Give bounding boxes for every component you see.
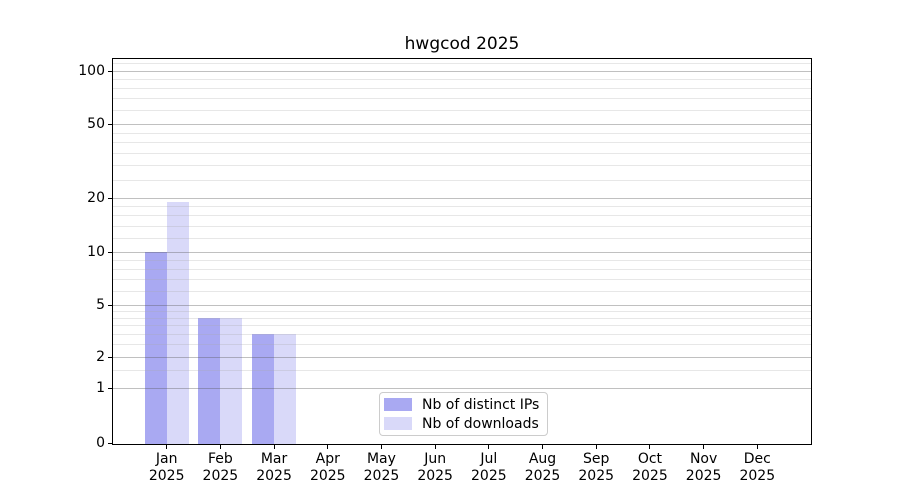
x-tick-label: Jun 2025: [417, 451, 453, 484]
x-tick: [649, 445, 651, 449]
x-tick: [219, 445, 221, 449]
bar-downloads-feb: [220, 317, 243, 444]
grid-line-minor: [113, 63, 811, 65]
x-tick-label: Aug 2025: [524, 451, 561, 484]
grid-line-minor: [113, 132, 811, 134]
grid-line-minor: [113, 87, 811, 89]
bar-downloads-jan: [166, 202, 189, 444]
grid-line-minor: [113, 290, 811, 292]
x-tick: [273, 445, 275, 449]
bar-distinct-ips-feb: [198, 317, 221, 444]
y-tick: [108, 305, 112, 306]
grid-line-major: [113, 124, 811, 125]
y-tick: [108, 198, 112, 200]
bar-distinct-ips-jan: [144, 251, 167, 444]
x-tick: [327, 445, 329, 449]
grid-line-major: [113, 356, 811, 358]
x-tick-label: Feb 2025: [202, 451, 239, 484]
grid-line-minor: [113, 206, 811, 208]
x-tick: [703, 445, 705, 449]
x-tick: [488, 445, 490, 449]
bar-distinct-ips-mar: [252, 333, 275, 444]
x-tick: [434, 445, 436, 449]
grid-line-minor: [113, 152, 811, 154]
x-tick-label: Jul 2025: [471, 451, 507, 484]
grid-line-minor: [113, 344, 811, 346]
y-tick-label: 2: [96, 348, 105, 365]
y-tick-label: 20: [87, 190, 105, 207]
grid-line-minor: [113, 165, 811, 167]
grid-line-minor: [113, 225, 811, 227]
x-tick: [542, 445, 544, 449]
y-tick-label: 1: [96, 380, 105, 397]
y-tick-label: 5: [96, 297, 105, 313]
chart-title: hwgcod 2025: [404, 34, 520, 54]
y-tick: [108, 356, 112, 358]
legend-row: Nb of distinct IPs: [384, 396, 539, 413]
y-tick-label: 0: [96, 435, 105, 452]
legend-label: Nb of distinct IPs: [422, 396, 540, 413]
grid-line-minor: [113, 142, 811, 144]
y-tick-label: 50: [87, 116, 105, 132]
grid-line-minor: [113, 180, 811, 182]
y-tick-label: 10: [87, 243, 105, 260]
plot-area: Nb of distinct IPs Nb of downloads Jan 20…: [78, 58, 812, 484]
grid-line-minor: [113, 333, 811, 335]
x-tick-label: Dec 2025: [739, 451, 776, 484]
grid-line-minor: [113, 325, 811, 327]
y-tick-label: 100: [78, 62, 105, 79]
grid-line-minor: [113, 369, 811, 371]
y-tick: [108, 443, 112, 445]
grid-line-minor: [113, 279, 811, 281]
x-tick: [380, 445, 382, 449]
grid-line-major: [113, 198, 811, 200]
grid-line-minor: [113, 259, 811, 261]
bar-downloads-mar: [274, 333, 297, 444]
grid-line-major: [113, 305, 811, 306]
x-tick-label: Jan 2025: [148, 451, 185, 484]
legend-swatch-distinct-ips: [384, 398, 412, 411]
grid-line-minor: [113, 109, 811, 111]
x-tick-label: Apr 2025: [309, 451, 346, 484]
grid-line-minor: [113, 98, 811, 100]
grid-line-minor: [113, 310, 811, 312]
grid-line-minor: [113, 268, 811, 270]
y-tick: [108, 70, 112, 72]
x-tick-label: May 2025: [363, 451, 400, 484]
legend: Nb of distinct IPs Nb of downloads: [379, 392, 549, 436]
grid-line-minor: [113, 215, 811, 217]
grid-line-minor: [113, 317, 811, 319]
y-tick: [108, 251, 112, 253]
x-tick-label: Nov 2025: [685, 451, 722, 484]
grid-line-major: [113, 70, 811, 72]
y-tick: [108, 124, 112, 125]
legend-label: Nb of downloads: [422, 415, 539, 432]
grid-line-major: [113, 251, 811, 253]
legend-swatch-downloads: [384, 417, 412, 430]
legend-row: Nb of downloads: [384, 415, 539, 432]
x-tick: [166, 445, 168, 449]
x-tick-label: Mar 2025: [256, 451, 292, 484]
grid-line-minor: [113, 78, 811, 80]
x-tick: [595, 445, 597, 449]
x-tick-label: Oct 2025: [632, 451, 668, 484]
x-tick: [756, 445, 758, 449]
grid-line-minor: [113, 237, 811, 239]
grid-line-major: [113, 388, 811, 390]
x-tick-label: Sep 2025: [578, 451, 615, 484]
y-tick: [108, 388, 112, 390]
